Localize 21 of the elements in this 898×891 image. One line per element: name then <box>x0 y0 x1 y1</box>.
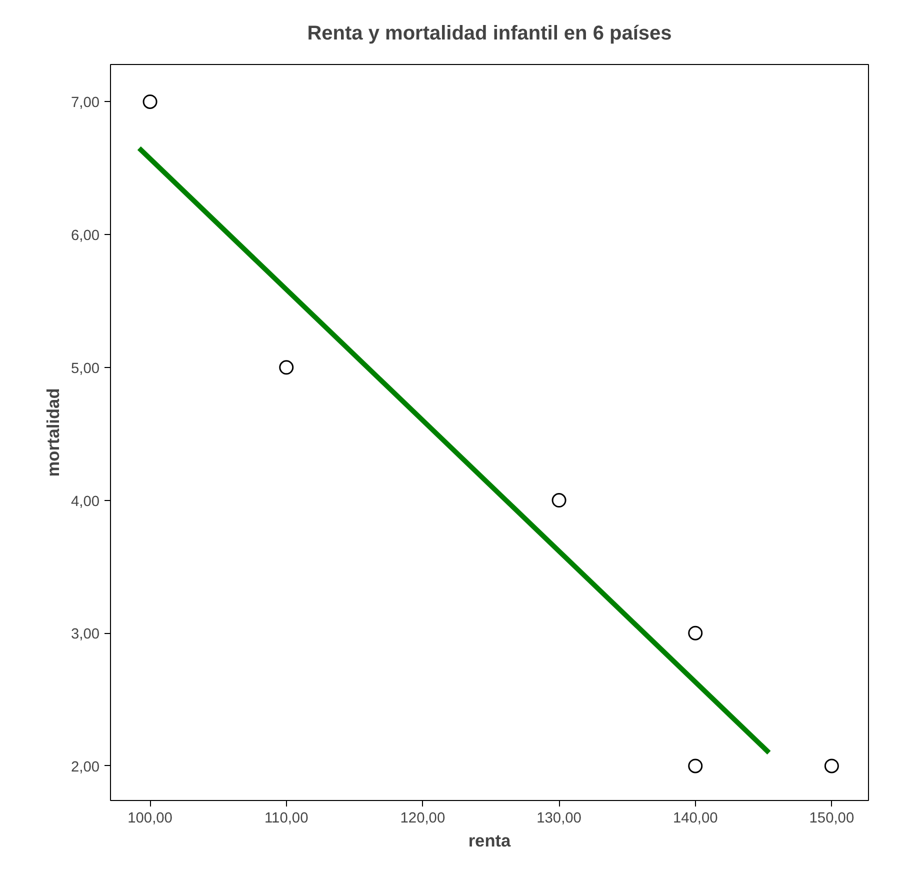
y-tick-label: 7,00 <box>70 95 100 112</box>
point <box>688 626 703 640</box>
x-tick-label: 150,00 <box>809 810 854 826</box>
y-tick-label: 2,00 <box>70 759 100 776</box>
point <box>279 360 294 375</box>
point <box>142 94 158 109</box>
x-axis-title: renta <box>468 830 512 850</box>
y-tick-label: 5,00 <box>70 360 100 377</box>
chart-title: Renta y mortalidad infantil en 6 países <box>307 22 672 44</box>
y-tick-label: 3,00 <box>70 626 100 643</box>
point <box>688 758 703 774</box>
y-axis-title: mortalidad <box>42 388 63 477</box>
y-tick-label: 6,00 <box>70 228 100 244</box>
point <box>552 493 566 508</box>
x-tick-label: 100,00 <box>128 810 172 826</box>
point <box>824 758 839 774</box>
x-tick-label: 110,00 <box>264 810 308 826</box>
x-tick-label: 140,00 <box>672 810 718 826</box>
x-tick-label: 120,00 <box>400 810 446 826</box>
x-tick-label: 130,00 <box>536 810 582 826</box>
y-tick-label: 4,00 <box>70 494 100 510</box>
